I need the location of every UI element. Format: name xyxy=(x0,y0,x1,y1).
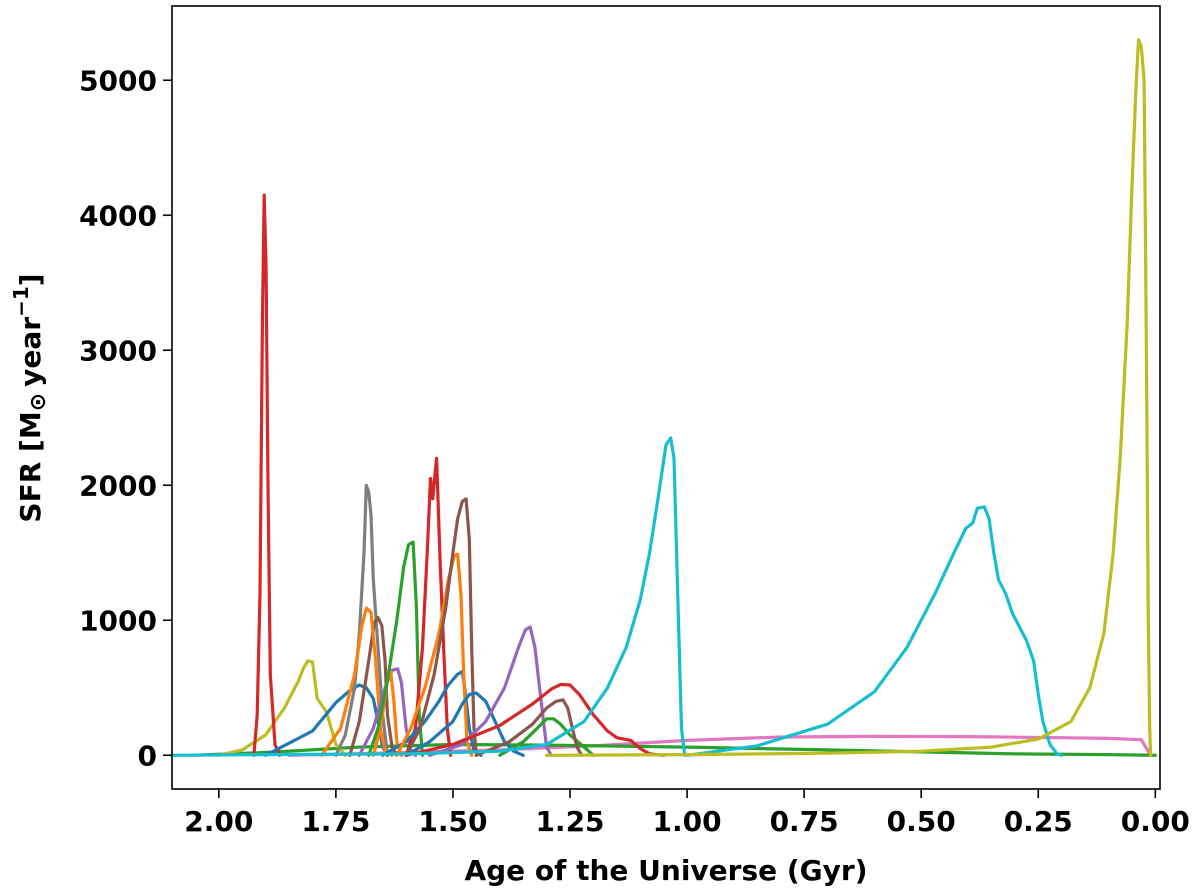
series-line-18 xyxy=(474,698,584,757)
x-axis-ticks: 2.00 1.75 1.50 1.25 1.00 0.75 0.50 0.25 0.00 xyxy=(184,789,1190,838)
series-line-6 xyxy=(348,615,399,757)
series-line-17 xyxy=(498,717,596,757)
plot-frame xyxy=(171,5,1161,790)
x-tick-label-5: 0.75 xyxy=(770,805,839,838)
y-tick-label-5: 5000 xyxy=(79,64,157,97)
series-line-9 xyxy=(371,669,403,757)
series-line-11 xyxy=(404,456,453,757)
y-axis-label-main: SFR [M xyxy=(14,411,47,522)
series-line-7 xyxy=(320,606,394,757)
y-axis-label-sun-symbol: ⊙ xyxy=(26,393,51,411)
y-axis-label-close: ] xyxy=(14,273,47,286)
series-line-2 xyxy=(217,659,347,757)
y-axis-label-unit: year xyxy=(14,317,47,387)
x-tick-label-0: 2.00 xyxy=(184,805,253,838)
y-axis-label: SFR [M⊙ year−1] xyxy=(9,273,51,522)
y-axis-ticks: 0 1000 2000 3000 4000 5000 xyxy=(79,64,172,772)
x-tick-label-4: 1.00 xyxy=(653,805,722,838)
series-line-20 xyxy=(170,436,687,757)
x-tick-label-7: 0.25 xyxy=(1004,805,1073,838)
series-line-3 xyxy=(252,193,282,757)
x-tick-label-1: 1.75 xyxy=(301,805,370,838)
series-line-5 xyxy=(334,483,389,757)
series-line-10 xyxy=(367,540,425,757)
series-line-21 xyxy=(685,505,1064,757)
series-line-14 xyxy=(404,497,478,757)
series-line-22 xyxy=(544,38,1153,757)
y-tick-label-3: 3000 xyxy=(79,334,157,367)
series-line-19 xyxy=(404,682,666,757)
series-line-13 xyxy=(395,552,474,757)
x-tick-label-8: 0.00 xyxy=(1121,805,1190,838)
y-tick-label-4: 4000 xyxy=(79,199,157,232)
x-axis-label: Age of the Universe (Gyr) xyxy=(464,854,867,887)
y-tick-label-0: 0 xyxy=(138,739,157,772)
x-tick-label-3: 1.25 xyxy=(535,805,604,838)
x-tick-label-2: 1.50 xyxy=(418,805,487,838)
series-line-15 xyxy=(404,691,525,757)
y-axis-label-exponent: −1 xyxy=(9,286,33,317)
y-tick-label-2: 2000 xyxy=(79,469,157,502)
x-tick-label-6: 0.50 xyxy=(887,805,956,838)
series-layer xyxy=(170,38,1157,757)
series-line-4 xyxy=(264,683,389,757)
y-tick-label-1: 1000 xyxy=(79,604,157,637)
